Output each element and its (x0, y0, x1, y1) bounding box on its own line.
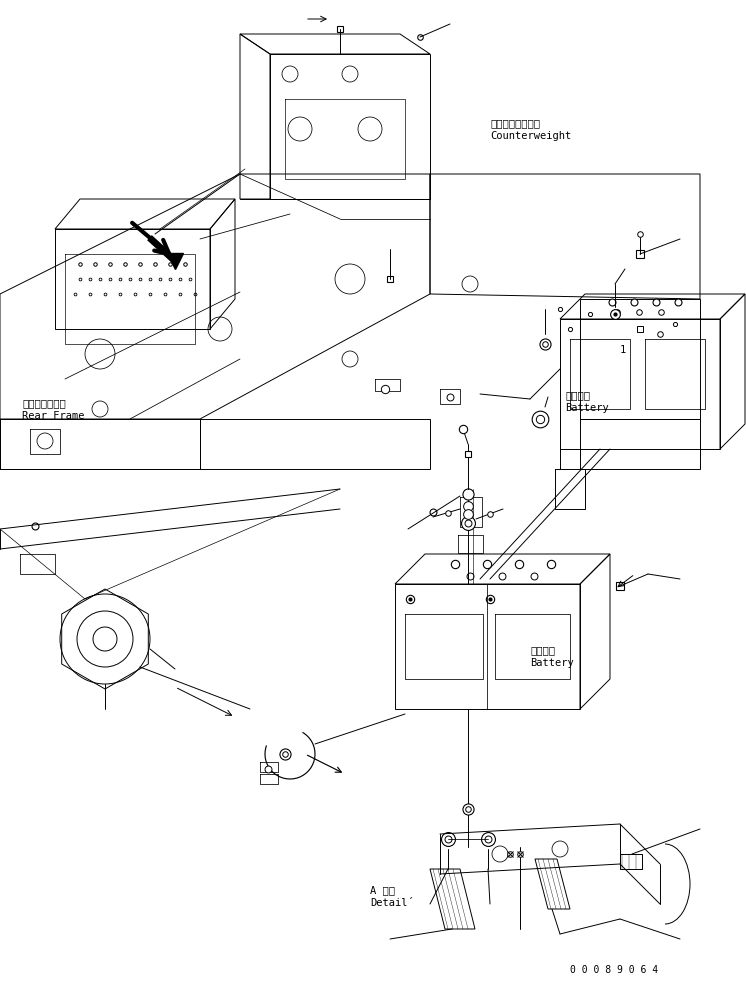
Text: Counterweight: Counterweight (490, 131, 571, 141)
Text: バッテリ: バッテリ (565, 390, 590, 400)
Text: リヤーフレーム: リヤーフレーム (22, 398, 66, 408)
Text: Detail´: Detail´ (370, 898, 414, 908)
Text: 0 0 0 8 9 0 6 4: 0 0 0 8 9 0 6 4 (570, 964, 658, 974)
Text: 1: 1 (620, 345, 626, 355)
Text: カウンタウエイト: カウンタウエイト (490, 118, 540, 128)
Text: A 詳細: A 詳細 (370, 884, 395, 894)
Text: バッテリ: バッテリ (530, 644, 555, 654)
Text: Battery: Battery (565, 403, 609, 413)
Text: Rear Frame: Rear Frame (22, 411, 84, 420)
Text: Battery: Battery (530, 657, 574, 667)
